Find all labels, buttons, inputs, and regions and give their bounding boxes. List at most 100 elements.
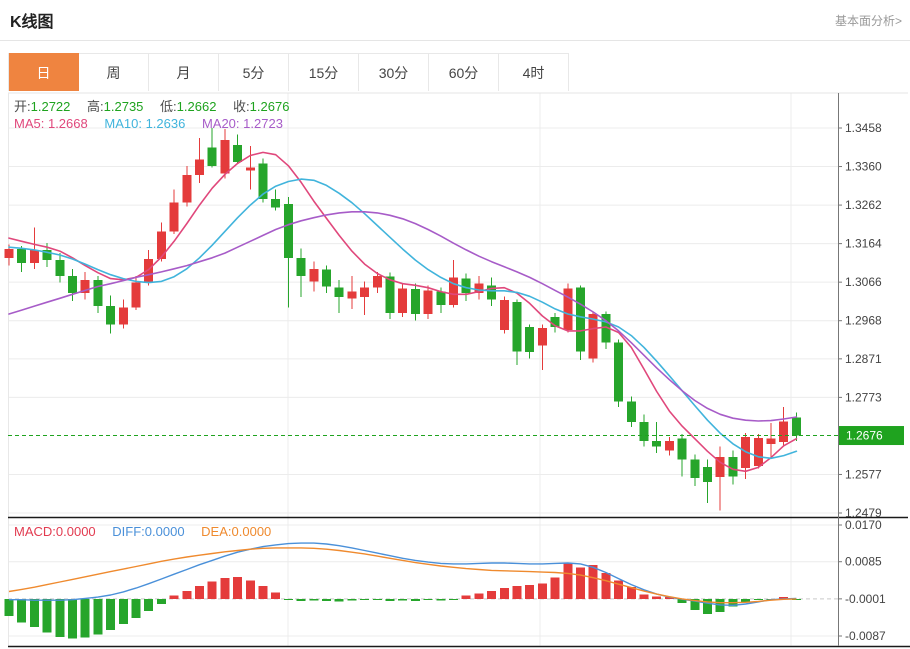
- candle: [499, 299, 509, 331]
- macd-bar: [372, 598, 382, 600]
- macd-bar: [753, 598, 763, 601]
- macd-bar: [779, 597, 789, 599]
- macd-bar: [398, 598, 408, 601]
- period-tab-30分[interactable]: 30分: [359, 53, 429, 91]
- candle: [550, 317, 560, 327]
- candle: [385, 276, 395, 313]
- page-title: K线图: [10, 14, 54, 31]
- candle: [512, 302, 522, 352]
- macd-bar: [550, 577, 560, 599]
- candle: [55, 260, 65, 276]
- period-tab-日[interactable]: 日: [9, 53, 79, 91]
- macd-bar: [677, 598, 687, 604]
- macd-bar: [93, 598, 103, 635]
- candle: [258, 163, 268, 199]
- macd-bar: [182, 591, 192, 599]
- macd-bar: [283, 598, 293, 601]
- period-tab-月[interactable]: 月: [149, 53, 219, 91]
- macd-bar: [29, 598, 39, 627]
- macd-histogram: [4, 563, 801, 639]
- period-tab-4时[interactable]: 4时: [499, 53, 569, 91]
- candle: [195, 159, 204, 176]
- macd-bar: [131, 598, 141, 618]
- macd-axis-label: -0.0087: [845, 629, 886, 643]
- candle: [677, 438, 687, 460]
- candle: [156, 231, 166, 259]
- candle: [766, 438, 776, 444]
- period-tab-5分[interactable]: 5分: [219, 53, 289, 91]
- price-axis-label: 1.2773: [845, 390, 882, 404]
- candle: [753, 437, 763, 467]
- macd-bar: [664, 597, 674, 599]
- candle: [220, 139, 230, 174]
- price-axis-label: 1.3164: [845, 237, 882, 251]
- price-axis-label: 1.3458: [845, 121, 882, 135]
- candle: [652, 441, 662, 447]
- candle: [791, 417, 801, 436]
- period-tab-周[interactable]: 周: [79, 53, 149, 91]
- macd-bar: [296, 598, 306, 602]
- macd-axis-label: -0.0001: [845, 592, 886, 606]
- macd-bar: [512, 585, 522, 599]
- candle: [563, 288, 573, 331]
- macd-axis-label: 0.0170: [845, 518, 882, 532]
- macd-bar: [118, 598, 128, 624]
- macd-bar: [309, 598, 319, 601]
- price-axis-label: 1.3066: [845, 275, 882, 289]
- macd-bar: [17, 598, 27, 623]
- page-header: K线图 基本面分析>: [0, 0, 910, 41]
- candle: [487, 285, 497, 300]
- candle: [93, 279, 103, 307]
- macd-bar: [703, 598, 712, 614]
- candle: [664, 441, 674, 451]
- period-tab-15分[interactable]: 15分: [289, 53, 359, 91]
- current-price-badge-value: 1.2676: [846, 429, 883, 443]
- macd-bar: [80, 598, 90, 638]
- macd-bar: [156, 598, 166, 605]
- ma10-line: [8, 178, 798, 460]
- candle: [131, 282, 141, 308]
- macd-bar: [207, 581, 217, 599]
- candle: [474, 283, 484, 294]
- macd-bar: [4, 598, 14, 617]
- candle: [169, 202, 179, 232]
- macd-bar: [245, 580, 255, 599]
- macd-bar: [220, 578, 230, 599]
- candle: [398, 288, 408, 313]
- price-axis-label: 1.2479: [845, 506, 882, 520]
- macd-bar: [639, 594, 649, 599]
- macd-bar: [385, 598, 395, 602]
- macd-bar: [233, 576, 243, 599]
- macd-bar: [652, 596, 662, 599]
- macd-bar: [499, 588, 509, 599]
- macd-bar: [487, 591, 497, 599]
- candle: [29, 249, 39, 263]
- macd-bar: [195, 585, 204, 599]
- candle: [372, 275, 382, 288]
- candle: [322, 269, 331, 287]
- candlestick-series: [4, 128, 801, 511]
- macd-bar: [474, 593, 484, 599]
- candle: [779, 421, 789, 442]
- macd-bar: [690, 598, 700, 611]
- candle: [334, 287, 344, 298]
- candle: [245, 167, 255, 171]
- candle: [283, 203, 293, 258]
- candle: [106, 306, 116, 325]
- diff-line: [9, 542, 797, 606]
- macd-bar: [423, 598, 433, 601]
- ma20-line: [8, 211, 798, 422]
- fundamental-analysis-link[interactable]: 基本面分析>: [834, 14, 902, 28]
- candle: [182, 175, 192, 203]
- candle: [525, 326, 535, 353]
- candle: [639, 422, 649, 442]
- candle: [703, 466, 712, 482]
- candle: [118, 307, 128, 325]
- period-tab-60分[interactable]: 60分: [429, 53, 499, 91]
- macd-bar: [360, 598, 370, 601]
- candle: [601, 314, 611, 343]
- candle: [715, 456, 725, 477]
- macd-bar: [436, 598, 446, 601]
- candle: [576, 287, 585, 352]
